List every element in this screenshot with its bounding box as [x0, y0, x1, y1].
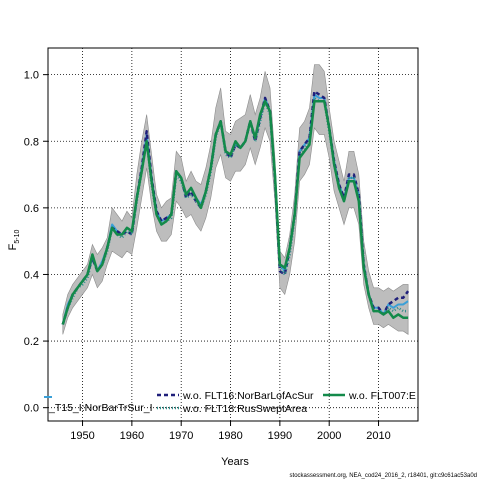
confidence-band-area	[62, 64, 409, 335]
x-tick-label-0: 1950	[70, 430, 94, 442]
x-axis-ticks: 1950 1960 1970 1980 1990 2000 2010	[70, 421, 391, 442]
x-tick-label-2: 1970	[169, 430, 193, 442]
y-axis-title-main: F	[7, 243, 19, 250]
legend-entry-2: w.o. FLT16:NorBarLofAcSur	[157, 390, 314, 402]
y-tick-label-0: 0.0	[24, 403, 39, 415]
x-axis-title: Years	[221, 456, 249, 468]
y-axis-title-sub: 5-10	[14, 230, 21, 244]
x-tick-label-1: 1960	[120, 430, 144, 442]
legend-label-3: w.o. FLT18:RusSweptArea	[182, 403, 307, 415]
credit-text: stockassessment.org, NEA_cod24_2016_2, r…	[290, 473, 477, 479]
confidence-band	[62, 64, 409, 335]
y-tick-label-1: 0.2	[24, 336, 39, 348]
legend-label-1: _T15_I:NorBarTrSur_I	[48, 402, 152, 414]
legend-label-2: w.o. FLT16:NorBarLofAcSur	[182, 390, 314, 402]
y-tick-label-2: 0.4	[24, 269, 39, 281]
series-line-4	[61, 100, 409, 325]
y-axis-title: F5-10	[7, 230, 21, 251]
y-tick-label-5: 1.0	[24, 70, 39, 82]
legend: _T15_I:NorBarTrSur_I w.o. FLT16:NorBarLo…	[44, 390, 416, 415]
plot-frame	[47, 47, 419, 422]
legend-entry-4: w.o. FLT007:E	[323, 390, 416, 402]
y-tick-label-3: 0.6	[24, 203, 39, 215]
x-tick-label-4: 1990	[268, 430, 292, 442]
legend-entry-3: w.o. FLT18:RusSweptArea	[157, 403, 307, 415]
legend-label-4: w.o. FLT007:E	[348, 390, 416, 402]
x-tick-label-6: 2010	[366, 430, 390, 442]
y-tick-label-4: 0.8	[24, 136, 39, 148]
y-axis-ticks: 0.0 0.2 0.4 0.6 0.8 1.0	[24, 70, 48, 415]
series-line-3	[61, 96, 409, 325]
series-lines	[61, 90, 410, 325]
legend-entry-1: _T15_I:NorBarTrSur_I	[44, 396, 152, 414]
x-tick-label-3: 1980	[218, 430, 242, 442]
x-tick-label-5: 2000	[317, 430, 341, 442]
